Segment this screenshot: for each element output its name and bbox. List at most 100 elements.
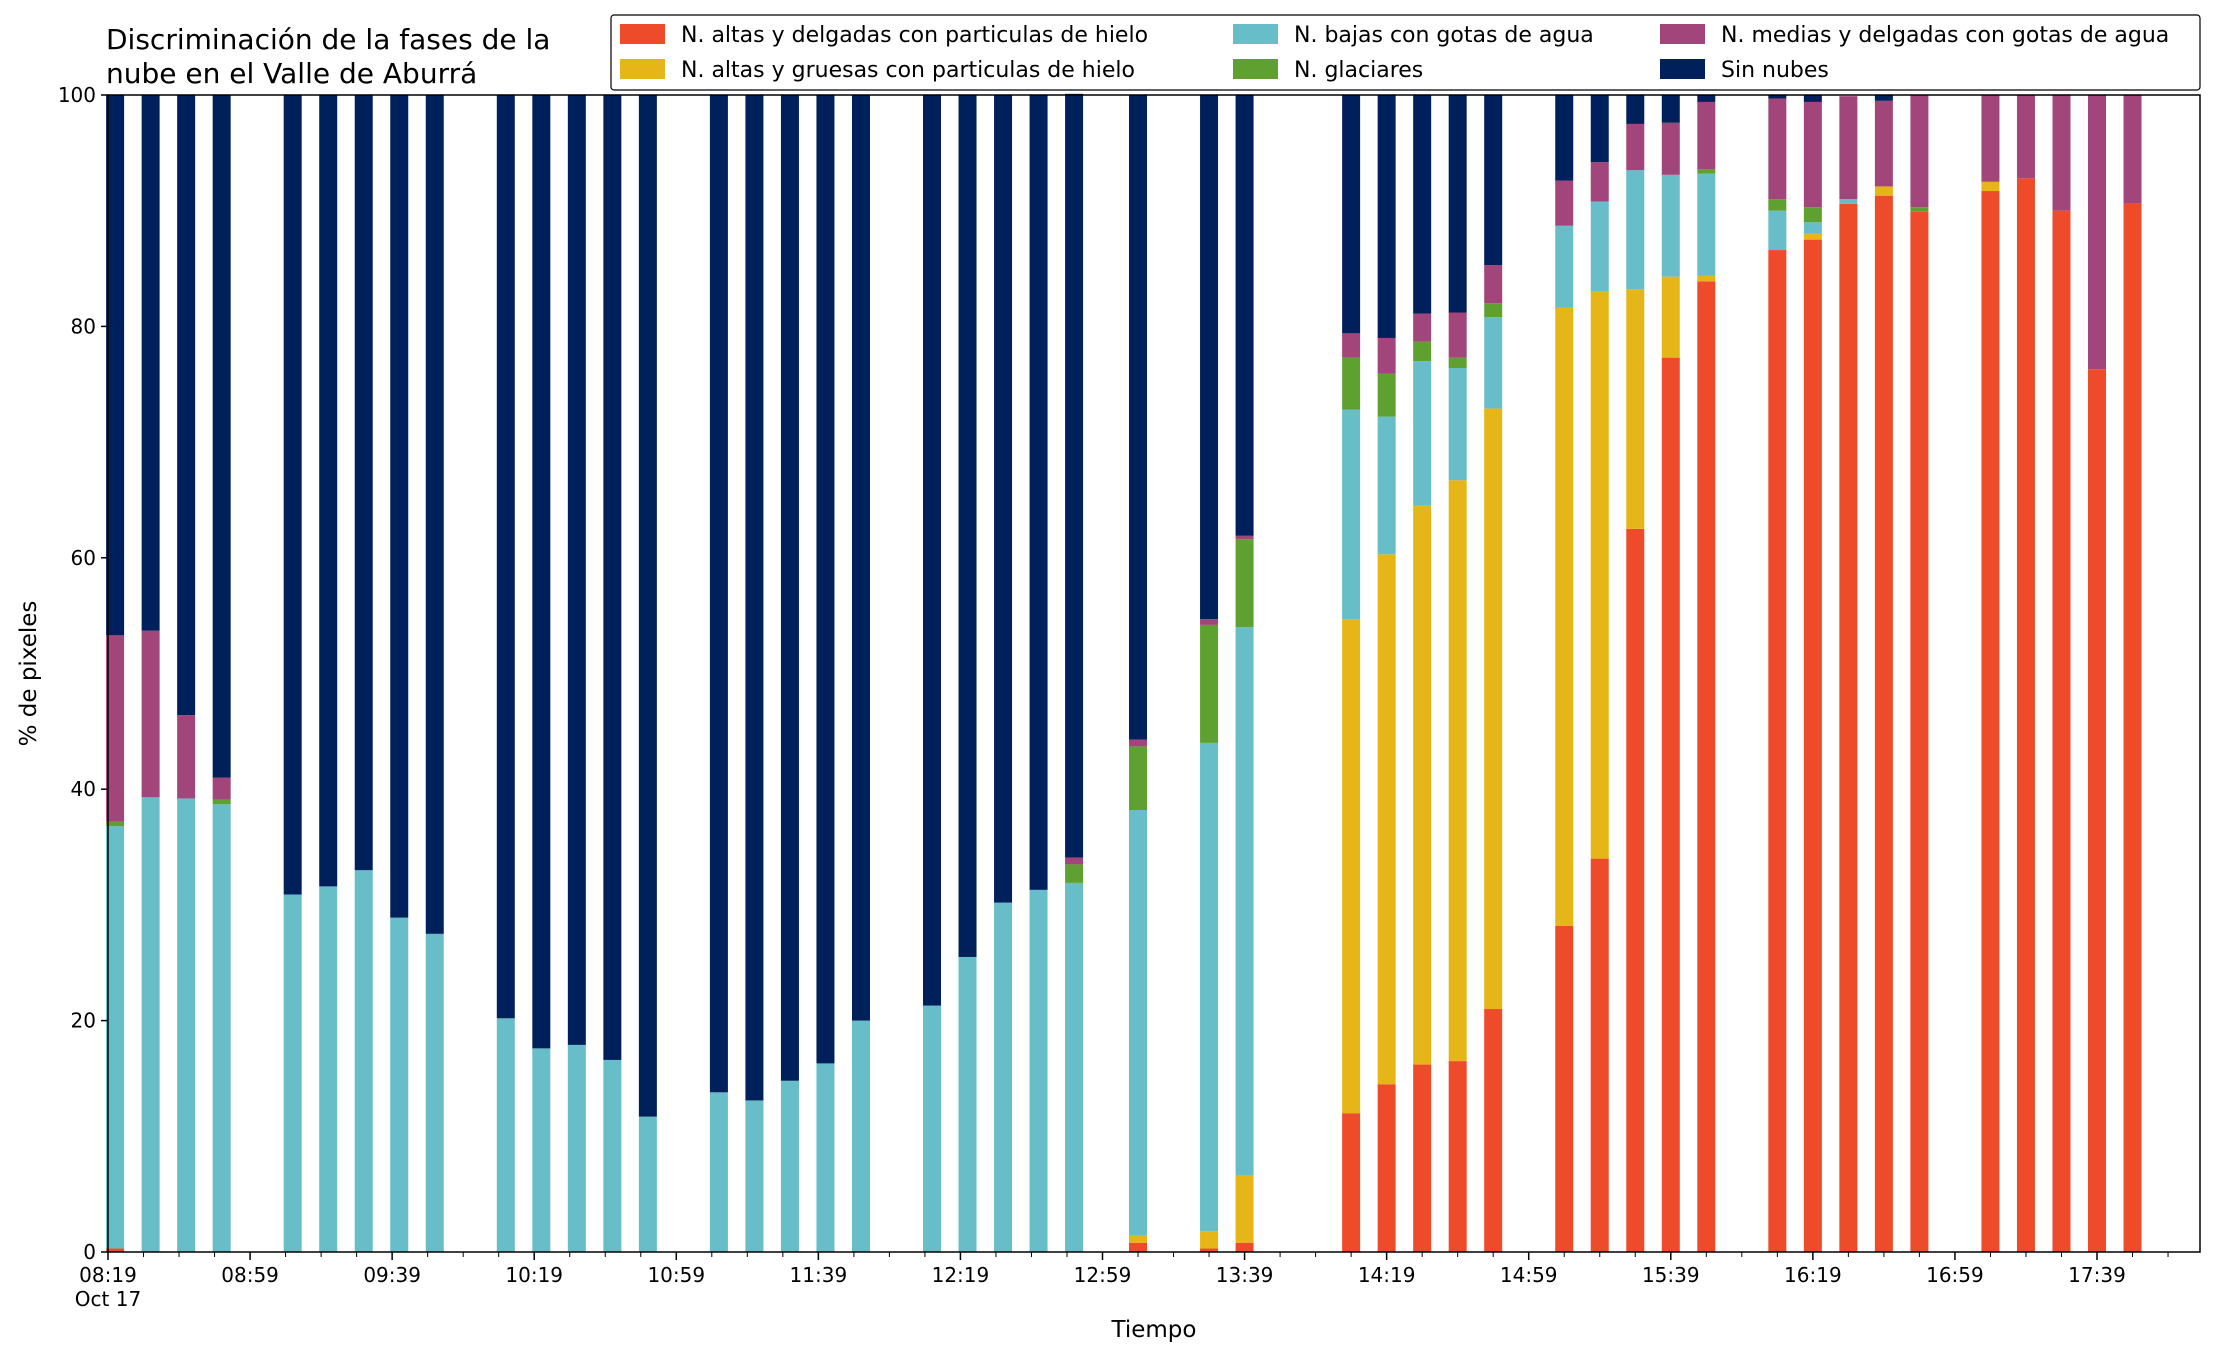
bar-segment-s2-08:31 <box>141 797 160 1252</box>
bar-segment-s2-11:41 <box>816 1063 835 1252</box>
y-tick-label: 60 <box>71 546 96 570</box>
bar-segment-s5-14:19 <box>1377 95 1396 338</box>
bar-segment-s2-09:31 <box>354 870 373 1252</box>
bar-segment-s2-10:51 <box>638 1116 657 1252</box>
bar-segment-s2-14:39 <box>1448 368 1467 481</box>
bar-segment-s0-16:39 <box>1874 195 1893 1252</box>
bar-segment-s0-13:09 <box>1129 1242 1148 1252</box>
bar-segment-s0-14:39 <box>1448 1061 1467 1252</box>
bar-segment-s5-16:09 <box>1768 95 1787 99</box>
x-tick-label: 13:39 <box>1216 1263 1274 1287</box>
bar-segment-s0-17:29 <box>2052 210 2071 1253</box>
bar-layer <box>106 93 2142 1253</box>
plot-area-frame <box>107 94 2201 1253</box>
bar-segment-s5-12:21 <box>958 95 977 957</box>
bar-segment-s2-10:21 <box>532 1048 551 1252</box>
bar-segment-s2-13:09 <box>1129 810 1148 1236</box>
bar-segment-s1-14:49 <box>1484 408 1503 1010</box>
bar-segment-s2-14:09 <box>1342 409 1361 620</box>
x-tick-label: 10:19 <box>505 1263 563 1287</box>
bar-segment-s5-11:11 <box>709 95 728 1093</box>
y-tick-label: 0 <box>83 1240 96 1264</box>
bar-segment-s2-11:11 <box>709 1092 728 1252</box>
bar-segment-s2-16:09 <box>1768 210 1787 251</box>
legend-label-3: N. glaciares <box>1294 58 1423 83</box>
bar-segment-s5-15:49 <box>1697 95 1716 102</box>
bar-segment-s1-15:39 <box>1661 276 1680 358</box>
bar-segment-s5-13:29 <box>1200 95 1219 620</box>
bar-segment-s5-10:11 <box>496 95 515 1019</box>
bar-segment-s4-13:09 <box>1129 739 1148 747</box>
bar-segment-s5-14:39 <box>1448 95 1467 313</box>
bar-segment-s4-14:39 <box>1448 312 1467 358</box>
bar-segment-s3-13:29 <box>1200 624 1219 743</box>
bar-segment-s2-15:39 <box>1661 174 1680 277</box>
bar-segment-s0-15:29 <box>1626 528 1645 1253</box>
bar-segment-s5-14:49 <box>1484 95 1503 266</box>
bar-segment-s2-14:49 <box>1484 317 1503 409</box>
bar-segment-s1-17:09 <box>1981 181 2000 192</box>
bar-segment-s4-17:29 <box>2052 95 2071 211</box>
bar-segment-s3-15:49 <box>1697 169 1716 174</box>
bar-segment-s5-10:31 <box>567 95 586 1045</box>
bar-segment-s0-15:19 <box>1590 858 1609 1252</box>
bar-segment-s3-16:19 <box>1803 207 1822 223</box>
bar-segment-s2-09:11 <box>283 894 302 1252</box>
bar-segment-s4-08:31 <box>141 630 160 798</box>
bar-segment-s5-08:41 <box>177 95 196 716</box>
bar-segment-s5-16:39 <box>1874 95 1893 101</box>
bar-segment-s2-15:19 <box>1590 201 1609 292</box>
bar-segment-s5-11:51 <box>851 95 870 1021</box>
bar-segment-s3-16:49 <box>1910 207 1929 212</box>
bar-segment-s4-08:41 <box>177 715 196 799</box>
bar-segment-s4-15:09 <box>1555 180 1574 226</box>
bar-segment-s1-16:19 <box>1803 233 1822 240</box>
bar-segment-s0-15:49 <box>1697 281 1716 1252</box>
bar-segment-s5-10:41 <box>603 95 622 1060</box>
y-tick-label: 40 <box>71 777 96 801</box>
x-tick-label: 09:39 <box>363 1263 421 1287</box>
bar-segment-s4-14:09 <box>1342 333 1361 358</box>
bar-segment-s2-13:29 <box>1200 742 1219 1232</box>
bar-segment-s0-14:19 <box>1377 1084 1396 1252</box>
bar-segment-s0-14:49 <box>1484 1009 1503 1252</box>
bar-segment-s0-16:49 <box>1910 211 1929 1253</box>
bar-segment-s1-15:49 <box>1697 275 1716 282</box>
bar-segment-s4-15:19 <box>1590 162 1609 202</box>
y-axis-label: % de pixeles <box>16 601 42 747</box>
bar-segment-s5-15:39 <box>1661 95 1680 123</box>
bar-segment-s1-16:39 <box>1874 186 1893 196</box>
bar-segment-s3-14:29 <box>1413 341 1432 362</box>
bar-segment-s2-10:31 <box>567 1044 586 1252</box>
bar-segment-s5-13:09 <box>1129 95 1148 740</box>
bar-segment-s0-16:29 <box>1839 203 1858 1252</box>
legend-label-0: N. altas y delgadas con particulas de hi… <box>681 23 1148 48</box>
bar-segment-s3-08:51 <box>212 799 231 805</box>
bar-segment-s4-17:09 <box>1981 95 2000 182</box>
bar-segment-s4-16:09 <box>1768 98 1787 200</box>
bar-segment-s5-09:51 <box>425 95 444 934</box>
bar-segment-s0-17:19 <box>2016 178 2035 1252</box>
legend-swatch-3 <box>1233 59 1278 79</box>
bar-segment-s0-15:09 <box>1555 925 1574 1252</box>
bar-segment-s2-12:21 <box>958 956 977 1252</box>
x-tick-label: 11:39 <box>790 1263 848 1287</box>
bar-segment-s5-12:51 <box>1065 93 1084 858</box>
bar-segment-s0-16:09 <box>1768 250 1787 1253</box>
legend-swatch-4 <box>1660 24 1705 44</box>
bar-segment-s1-14:09 <box>1342 619 1361 1114</box>
bar-segment-s5-12:31 <box>994 95 1013 903</box>
bar-segment-s2-08:21 <box>106 826 125 1249</box>
bar-segment-s2-16:29 <box>1839 199 1858 204</box>
bar-segment-s5-15:09 <box>1555 95 1574 181</box>
bar-segment-s2-09:41 <box>390 917 409 1252</box>
bar-segment-s0-13:29 <box>1200 1248 1219 1252</box>
bar-segment-s5-14:29 <box>1413 95 1432 314</box>
x-tick-label: 14:59 <box>1500 1263 1558 1287</box>
x-tick-label: 17:39 <box>2068 1263 2126 1287</box>
legend-swatch-1 <box>620 59 665 79</box>
bar-segment-s4-13:29 <box>1200 619 1219 625</box>
bar-segment-s0-13:39 <box>1235 1242 1254 1252</box>
bar-segment-s3-14:19 <box>1377 373 1396 417</box>
bar-segment-s4-15:39 <box>1661 122 1680 175</box>
